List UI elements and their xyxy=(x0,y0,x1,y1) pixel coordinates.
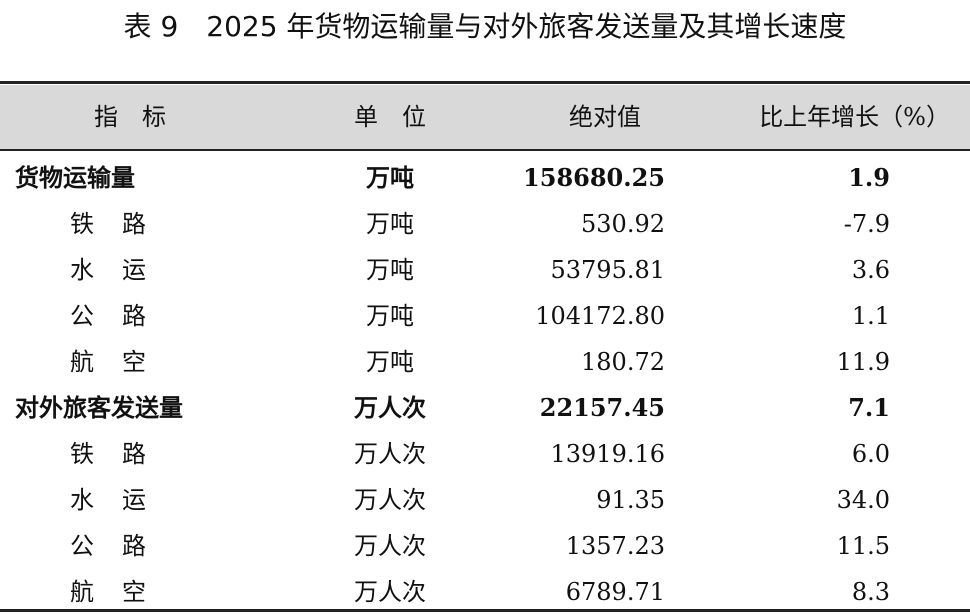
table-cell: 万人次 xyxy=(354,393,426,422)
table-cell: 万人次 xyxy=(354,440,426,468)
table-cell: 航 空 xyxy=(70,578,148,606)
table-cell: 万吨 xyxy=(366,256,414,284)
bottom-rule xyxy=(0,609,970,612)
table-cell: 11.9 xyxy=(836,348,890,376)
table-cell: 航 空 xyxy=(70,348,148,376)
table-cell: 货物运输量 xyxy=(15,163,135,192)
header-cell: 比上年增长（%） xyxy=(759,103,950,131)
header-cell: 绝对值 xyxy=(569,103,641,131)
table-cell: 1357.23 xyxy=(565,532,665,560)
header-cell: 单 位 xyxy=(354,103,426,131)
header-cell: 指 标 xyxy=(94,103,166,131)
table-cell: 铁 路 xyxy=(70,440,148,468)
table-cell: -7.9 xyxy=(843,210,890,238)
title: 表 9 2025 年货物运输量与对外旅客发送量及其增长速度 xyxy=(123,10,847,43)
table-cell: 3.6 xyxy=(851,256,890,284)
table-cell: 91.35 xyxy=(596,486,665,514)
table-cell: 万人次 xyxy=(354,486,426,514)
table-cell: 1.1 xyxy=(851,302,890,330)
table-cell: 万吨 xyxy=(366,348,414,376)
header-rule xyxy=(0,149,970,151)
table-cell: 对外旅客发送量 xyxy=(15,393,183,422)
table-cell: 8.3 xyxy=(851,578,890,606)
table-cell: 11.5 xyxy=(836,532,890,560)
table-cell: 公 路 xyxy=(70,302,148,330)
table-cell: 万吨 xyxy=(366,302,414,330)
table-cell: 6.0 xyxy=(851,440,890,468)
table-cell: 水 运 xyxy=(70,256,148,284)
table-cell: 铁 路 xyxy=(70,210,148,238)
table-cell: 158680.25 xyxy=(523,163,665,192)
table-cell: 万吨 xyxy=(366,163,414,192)
table-cell: 104172.80 xyxy=(535,302,665,330)
table-cell: 180.72 xyxy=(581,348,665,376)
table-cell: 530.92 xyxy=(581,210,665,238)
table-cell: 万吨 xyxy=(366,210,414,238)
table-cell: 6789.71 xyxy=(565,578,665,606)
table-cell: 22157.45 xyxy=(539,393,665,422)
header-background xyxy=(0,85,970,149)
table-cell: 34.0 xyxy=(836,486,890,514)
table-cell: 7.1 xyxy=(848,393,890,422)
top-rule xyxy=(0,81,970,84)
table-cell: 53795.81 xyxy=(550,256,665,284)
table-cell: 13919.16 xyxy=(550,440,665,468)
table-cell: 公 路 xyxy=(70,532,148,560)
table-cell: 万人次 xyxy=(354,532,426,560)
table-cell: 1.9 xyxy=(848,163,890,192)
table-cell: 水 运 xyxy=(70,486,148,514)
table-cell: 万人次 xyxy=(354,578,426,606)
